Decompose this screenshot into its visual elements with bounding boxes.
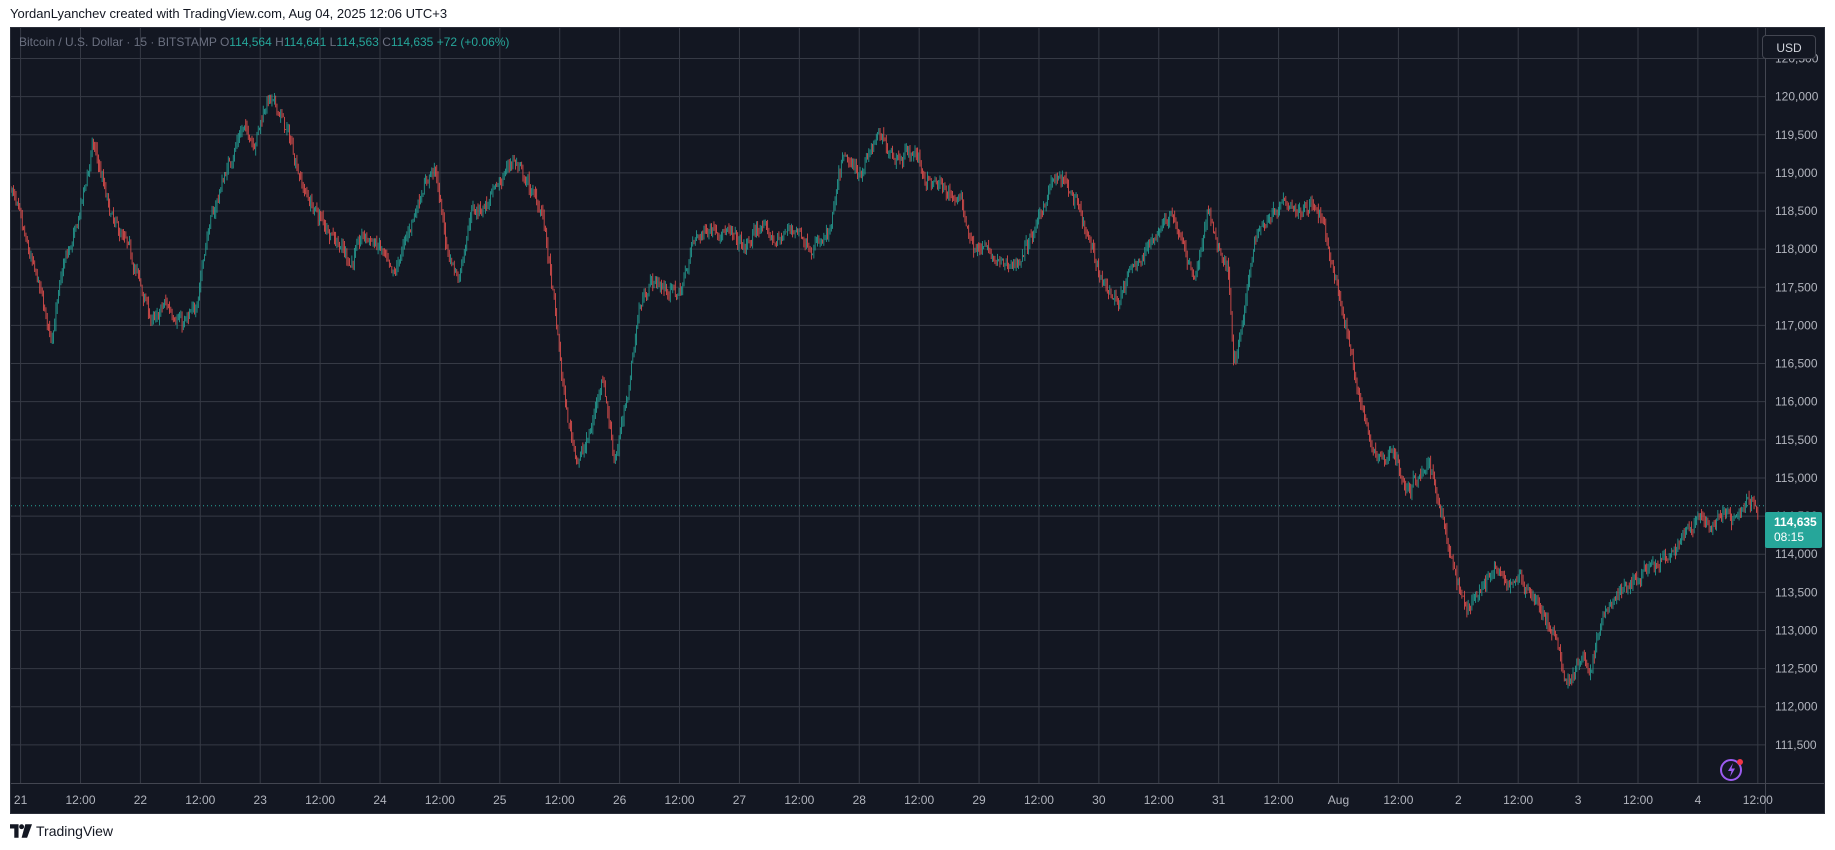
price-tick-label: 120,000 [1775, 90, 1819, 104]
high-value: 114,641 [283, 35, 327, 49]
brand-name[interactable]: TradingView [36, 823, 114, 839]
price-axis[interactable]: 111,500 112,000 112,500 113,000 113,500 114,0… [1775, 52, 1819, 752]
change-value: +72 (+0.06%) [436, 35, 510, 49]
time-tick-label: 12:00 [784, 793, 814, 807]
attribution-text: YordanLyanchev created with TradingView.… [10, 6, 448, 21]
price-tick-label: 119,000 [1775, 166, 1818, 180]
time-tick-label: 21 [14, 793, 28, 807]
time-tick-label: Aug [1328, 793, 1349, 807]
price-tick-label: 117,000 [1775, 318, 1818, 332]
price-tick-label: 116,500 [1775, 357, 1818, 371]
time-tick-label: 12:00 [1383, 793, 1413, 807]
price-tick-label: 115,000 [1775, 471, 1818, 485]
currency-button[interactable]: USD [1762, 35, 1816, 59]
time-tick-label: 12:00 [425, 793, 455, 807]
price-tick-label: 115,500 [1775, 433, 1818, 447]
time-tick-label: 4 [1695, 793, 1702, 807]
time-tick-label: 12:00 [1024, 793, 1054, 807]
time-tick-label: 12:00 [1264, 793, 1294, 807]
price-tick-label: 113,500 [1775, 585, 1818, 599]
candle-series [11, 92, 1759, 689]
close-label: C [382, 35, 391, 49]
price-tick-label: 112,000 [1775, 700, 1818, 714]
grid-lines [11, 28, 1765, 783]
time-tick-label: 28 [853, 793, 867, 807]
time-tick-label: 12:00 [185, 793, 215, 807]
time-tick-label: 12:00 [1144, 793, 1174, 807]
close-value: 114,635 [390, 35, 434, 49]
time-tick-label: 30 [1092, 793, 1106, 807]
price-tick-label: 118,000 [1775, 242, 1818, 256]
price-tick-label: 116,000 [1775, 395, 1818, 409]
time-tick-label: 26 [613, 793, 627, 807]
last-price-badge: 114,635 08:15 [1765, 512, 1822, 548]
time-tick-label: 12:00 [665, 793, 695, 807]
price-tick-label: 118,500 [1775, 204, 1818, 218]
high-label: H [275, 35, 284, 49]
time-tick-label: 29 [972, 793, 986, 807]
ohlc-legend: Bitcoin / U.S. Dollar · 15 · BITSTAMP O1… [19, 35, 509, 49]
bar-countdown: 08:15 [1774, 530, 1805, 544]
price-tick-label: 119,500 [1775, 128, 1818, 142]
chart-panel[interactable]: 111,500 112,000 112,500 113,000 113,500 114,0… [10, 27, 1825, 814]
price-tick-label: 114,000 [1775, 547, 1818, 561]
time-tick-label: 12:00 [65, 793, 95, 807]
tradingview-logo-icon[interactable] [10, 824, 32, 838]
time-tick-label: 25 [493, 793, 507, 807]
open-label: O [219, 35, 230, 49]
low-label: L [329, 35, 337, 49]
time-tick-label: 12:00 [1623, 793, 1653, 807]
price-tick-label: 111,500 [1775, 738, 1817, 752]
footer: TradingView [10, 823, 113, 839]
time-tick-label: 27 [733, 793, 747, 807]
time-tick-label: 3 [1575, 793, 1582, 807]
time-tick-label: 12:00 [1743, 793, 1773, 807]
price-tick-label: 113,000 [1775, 623, 1818, 637]
last-price-value: 114,635 [1774, 515, 1817, 529]
lightning-alert-icon[interactable] [1718, 755, 1746, 783]
time-tick-label: 12:00 [1503, 793, 1533, 807]
time-axis[interactable]: 21 12:00 22 12:00 23 12:00 24 12:00 25 12:00 26 12:… [14, 793, 1773, 807]
axis-frame [11, 28, 1824, 813]
price-chart[interactable]: 111,500 112,000 112,500 113,000 113,500 114,0… [11, 28, 1825, 814]
time-tick-label: 23 [254, 793, 268, 807]
time-tick-label: 12:00 [545, 793, 575, 807]
price-tick-label: 117,500 [1775, 280, 1818, 294]
open-value: 114,564 [229, 35, 272, 49]
time-tick-label: 31 [1212, 793, 1226, 807]
symbol-label[interactable]: Bitcoin / U.S. Dollar · 15 · BITSTAMP [19, 35, 217, 49]
time-tick-label: 24 [373, 793, 387, 807]
low-value: 114,563 [336, 35, 379, 49]
time-tick-label: 12:00 [904, 793, 934, 807]
time-tick-label: 2 [1455, 793, 1462, 807]
time-tick-label: 12:00 [305, 793, 335, 807]
price-tick-label: 112,500 [1775, 662, 1818, 676]
time-tick-label: 22 [134, 793, 148, 807]
